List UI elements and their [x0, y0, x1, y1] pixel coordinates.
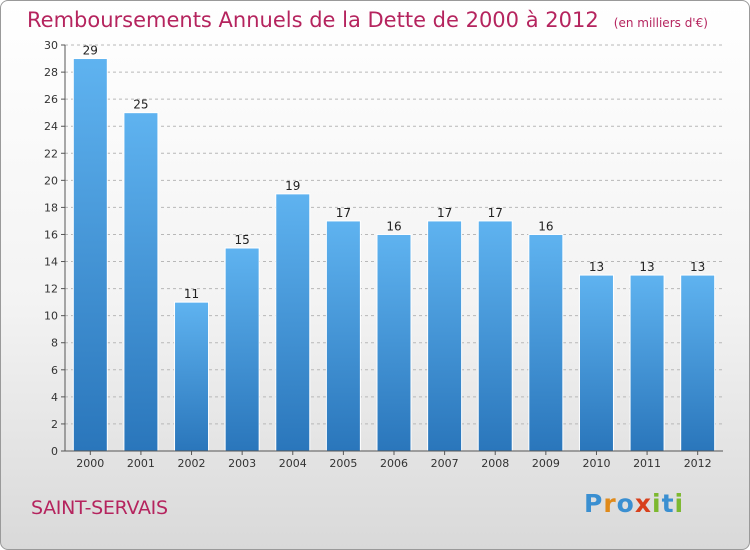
data-label: 17 — [437, 206, 452, 220]
bar-2003 — [224, 247, 260, 452]
commune-name: SAINT-SERVAIS — [31, 497, 168, 519]
bar-2001 — [123, 112, 159, 452]
y-tick-label: 0 — [51, 445, 58, 458]
bar-2012 — [680, 274, 716, 452]
bar-2002 — [174, 301, 210, 452]
y-tick-label: 2 — [51, 418, 58, 431]
bars — [72, 58, 716, 452]
data-label: 15 — [235, 233, 250, 247]
x-tick-label: 2003 — [228, 457, 256, 470]
y-tick-label: 18 — [44, 201, 58, 214]
data-label: 16 — [386, 219, 401, 233]
logo-letter: r — [603, 489, 617, 518]
y-tick-label: 16 — [44, 228, 58, 241]
x-tick-label: 2001 — [127, 457, 155, 470]
y-tick-label: 30 — [44, 39, 58, 52]
y-tick-label: 24 — [44, 120, 58, 133]
x-tick-label: 2002 — [178, 457, 206, 470]
y-tick-label: 26 — [44, 93, 58, 106]
x-tick-label: 2004 — [279, 457, 307, 470]
x-tick-label: 2007 — [431, 457, 459, 470]
x-tick-label: 2010 — [582, 457, 610, 470]
y-tick-label: 12 — [44, 283, 58, 296]
data-label: 11 — [184, 287, 199, 301]
x-tick-label: 2009 — [532, 457, 560, 470]
x-tick-label: 2008 — [481, 457, 509, 470]
y-tick-label: 14 — [44, 256, 58, 269]
axes — [61, 44, 723, 455]
x-tick-label: 2005 — [329, 457, 357, 470]
data-label: 13 — [639, 260, 654, 274]
x-tick-label: 2012 — [684, 457, 712, 470]
chart-title-main: Remboursements Annuels de la Dette de 20… — [27, 8, 599, 32]
logo-letter: i — [652, 489, 662, 518]
logo-letter: t — [661, 489, 675, 518]
y-tick-label: 20 — [44, 174, 58, 187]
data-label: 29 — [83, 44, 98, 58]
data-label: 17 — [336, 206, 351, 220]
y-tick-label: 6 — [51, 364, 58, 377]
bar-2011 — [629, 274, 665, 452]
x-tick-labels: 2000 2001 2002 2003 2004 2005 2006 2007 2008 2009… — [76, 457, 711, 470]
bar-2004 — [275, 193, 311, 452]
y-tick-label: 8 — [51, 337, 58, 350]
bar-2009 — [528, 233, 564, 452]
data-label: 17 — [488, 206, 503, 220]
data-labels: 29 25 11 15 19 17 16 17 17 16 13 13 13 — [83, 44, 706, 302]
logo-letter: x — [634, 489, 652, 518]
logo-letter: P — [584, 489, 604, 518]
y-tick-label: 10 — [44, 310, 58, 323]
bar-2000 — [72, 58, 108, 452]
data-label: 16 — [538, 219, 553, 233]
data-label: 25 — [133, 98, 148, 112]
x-tick-label: 2000 — [76, 457, 104, 470]
y-tick-label: 22 — [44, 147, 58, 160]
bar-2005 — [325, 220, 361, 452]
data-label: 19 — [285, 179, 300, 193]
data-label: 13 — [690, 260, 705, 274]
bar-2006 — [376, 233, 412, 452]
x-tick-label: 2006 — [380, 457, 408, 470]
chart-title: Remboursements Annuels de la Dette de 20… — [27, 8, 708, 32]
logo-letter: i — [674, 489, 685, 518]
bar-2007 — [427, 220, 463, 452]
y-tick-label: 28 — [44, 66, 58, 79]
proxiti-logo[interactable]: Proxiti — [584, 489, 684, 518]
y-tick-label: 4 — [51, 391, 58, 404]
bar-2008 — [477, 220, 513, 452]
x-tick-label: 2011 — [633, 457, 661, 470]
chart-title-unit: (en milliers d'€) — [613, 16, 708, 30]
bar-2010 — [578, 274, 614, 452]
logo-letter: o — [616, 489, 635, 518]
data-label: 13 — [589, 260, 604, 274]
